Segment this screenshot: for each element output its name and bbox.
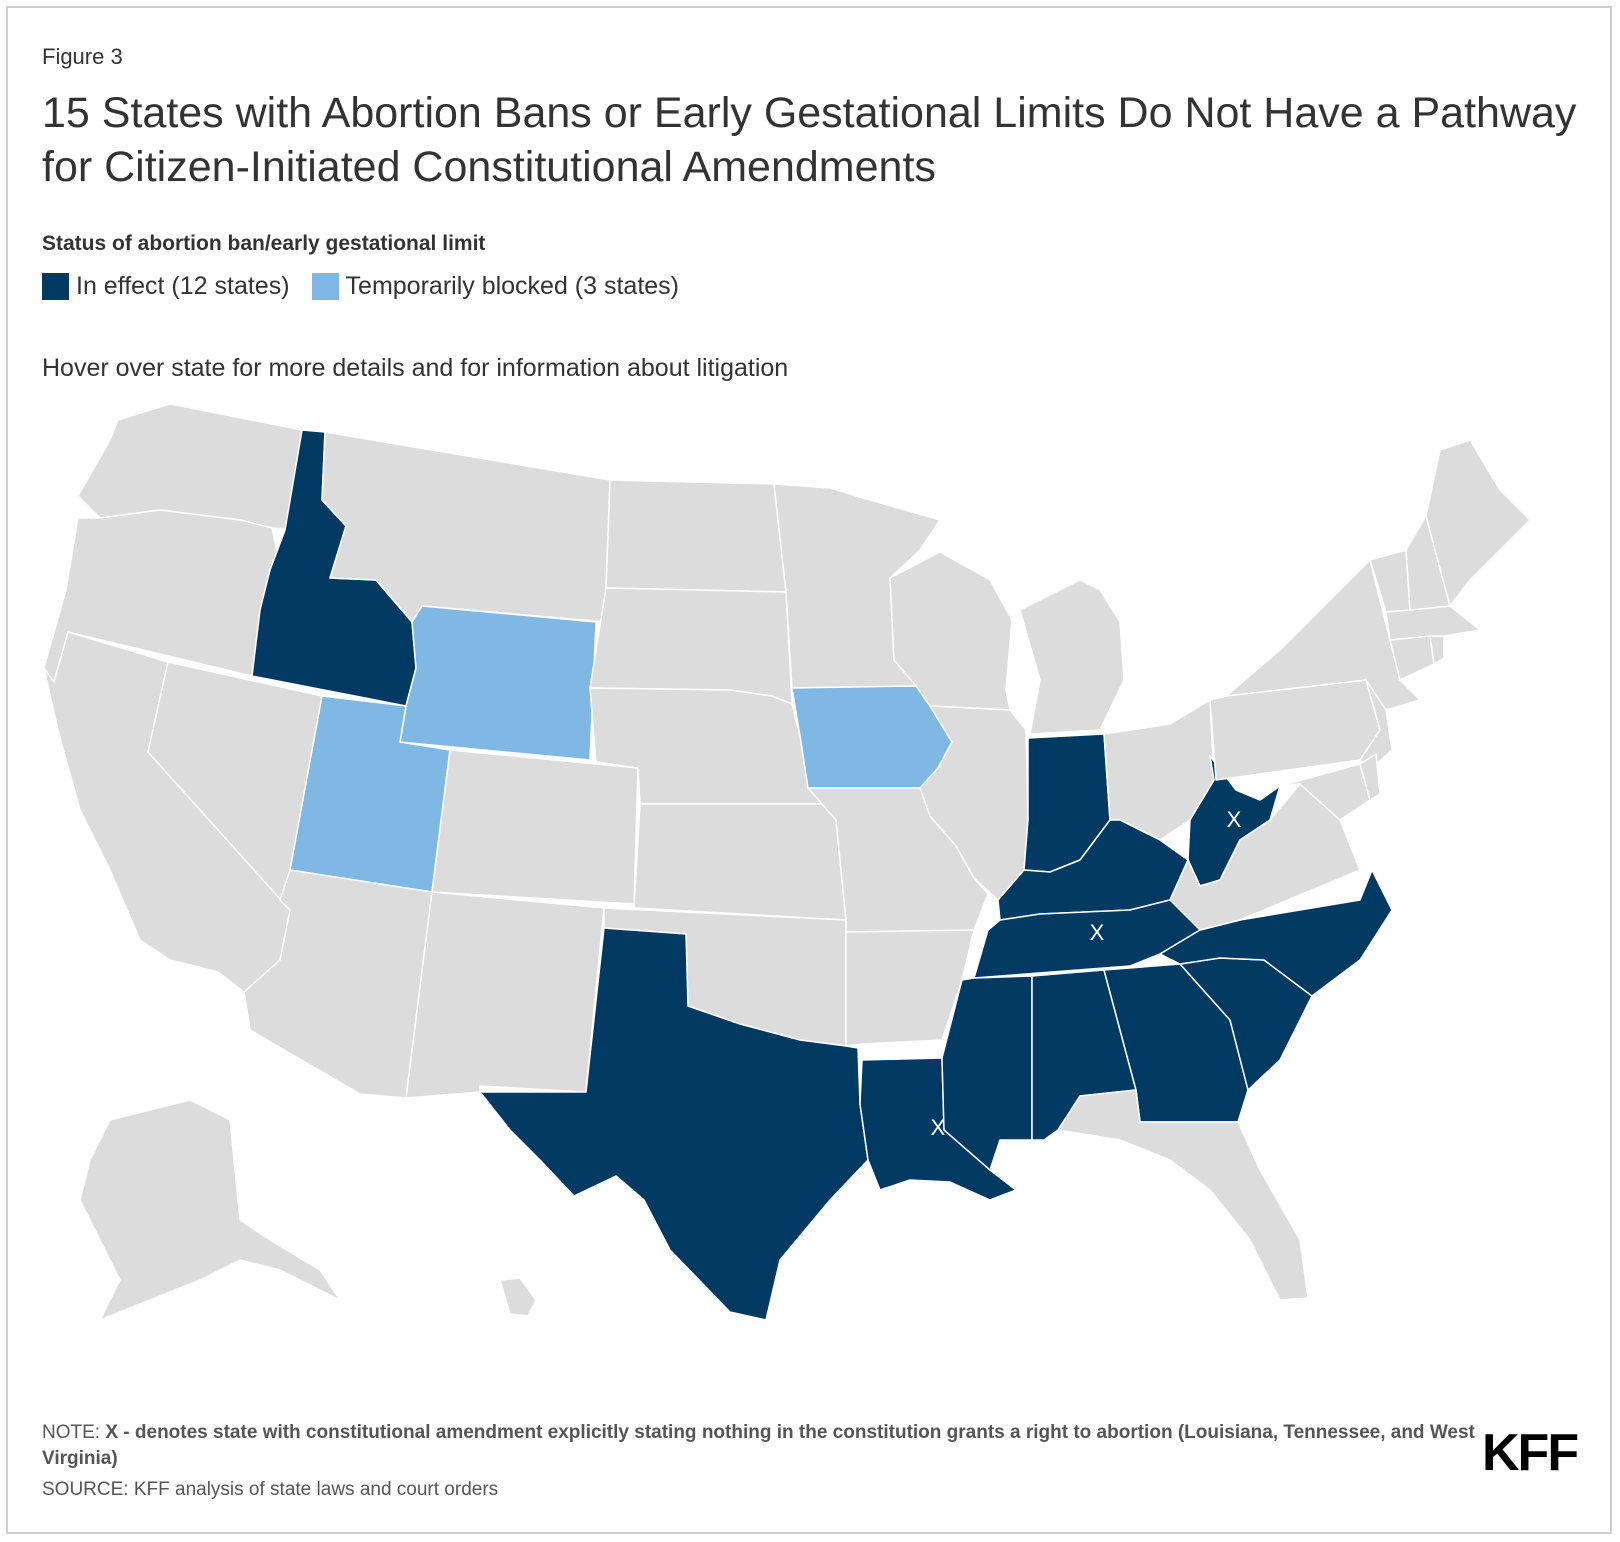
state-wyoming[interactable]	[399, 605, 597, 761]
state-delaware[interactable]	[1359, 753, 1381, 801]
state-north-dakota[interactable]	[605, 479, 787, 593]
legend-item-temporarily-blocked: Temporarily blocked (3 states)	[311, 272, 680, 301]
footnote-prefix: NOTE:	[42, 1422, 106, 1443]
chart-title: 15 States with Abortion Bans or Early Ge…	[42, 89, 1577, 191]
legend: In effect (12 states) Temporarily blocke…	[42, 272, 701, 301]
state-alaska[interactable]	[79, 1099, 341, 1321]
legend-label-temporarily-blocked: Temporarily blocked (3 states)	[345, 272, 680, 300]
kff-logo: KFF	[1482, 1424, 1579, 1482]
state-mississippi[interactable]	[941, 975, 1033, 1171]
footnote: NOTE: X - denotes state with constitutio…	[42, 1420, 1482, 1472]
state-new-mexico[interactable]	[405, 891, 605, 1099]
state-hawaii[interactable]	[499, 1277, 537, 1317]
legend-title: Status of abortion ban/early gestational…	[42, 232, 486, 255]
state-maine[interactable]	[1425, 439, 1531, 607]
x-marker-west-virginia: X	[1227, 807, 1242, 832]
legend-item-in-effect: In effect (12 states)	[42, 272, 290, 301]
footnote-text: X - denotes state with constitutional am…	[42, 1422, 1475, 1469]
state-arkansas[interactable]	[845, 929, 975, 1047]
hover-instruction: Hover over state for more details and fo…	[42, 354, 789, 382]
x-marker-louisiana: X	[931, 1115, 946, 1140]
figure-label: Figure 3	[42, 44, 123, 69]
x-marker-tennessee: X	[1090, 920, 1105, 945]
state-florida[interactable]	[1057, 1089, 1309, 1301]
state-wisconsin[interactable]	[889, 551, 1013, 711]
state-texas[interactable]	[479, 927, 869, 1321]
state-kansas[interactable]	[633, 803, 847, 921]
state-colorado[interactable]	[431, 749, 639, 905]
legend-label-in-effect: In effect (12 states)	[76, 272, 290, 300]
state-illinois[interactable]	[919, 705, 1029, 901]
us-state-map: X X X	[43, 403, 1531, 1321]
state-south-dakota[interactable]	[589, 587, 793, 705]
state-washington[interactable]	[77, 403, 311, 531]
source-line: SOURCE: KFF analysis of state laws and c…	[42, 1479, 499, 1500]
legend-swatch-in-effect	[42, 273, 69, 300]
legend-swatch-temporarily-blocked	[311, 273, 339, 300]
state-maryland[interactable]	[1279, 763, 1371, 821]
state-michigan[interactable]	[1019, 579, 1125, 735]
